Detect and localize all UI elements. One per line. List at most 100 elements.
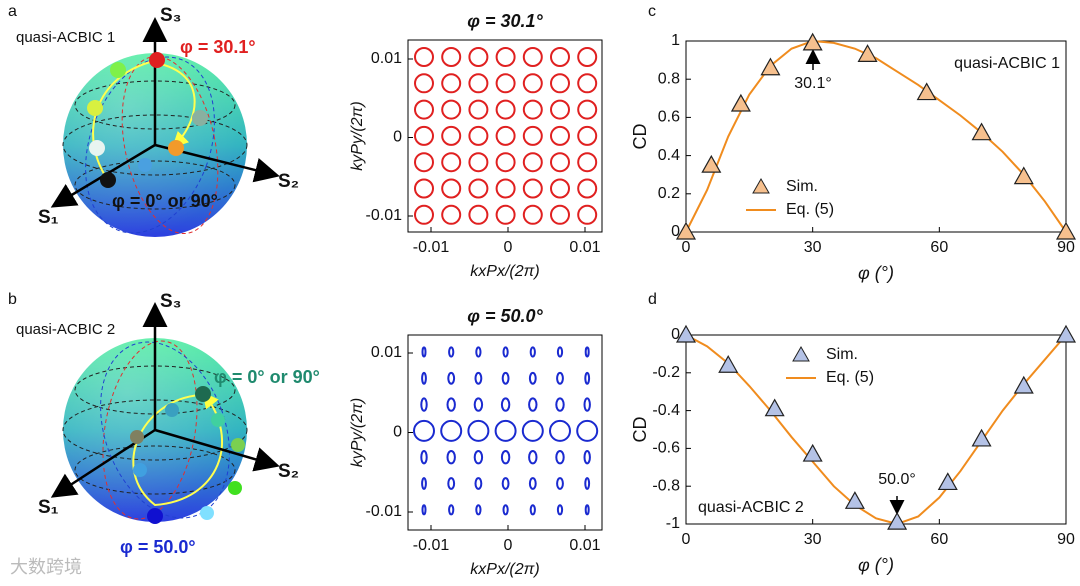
sim-point — [916, 82, 937, 101]
polarization-ellipse — [522, 152, 543, 173]
polarization-ellipse — [414, 99, 434, 120]
polarization-ellipse — [584, 346, 590, 358]
sim-point — [844, 491, 865, 509]
x-tick-label: 0 — [682, 239, 691, 256]
curve — [685, 39, 1067, 233]
polarization-ellipse — [522, 178, 543, 199]
x-tick-label: 0 — [504, 239, 513, 256]
polarization-ellipse — [446, 450, 456, 465]
sphere-title: quasi-ACBIC 2 — [16, 321, 115, 338]
x-tick-label: 0.01 — [569, 239, 600, 256]
legend-label: Sim. — [826, 346, 858, 363]
sim-point — [1055, 324, 1077, 343]
sphere-label: φ = 0° or 90° — [112, 191, 218, 211]
polarization-ellipse — [550, 152, 570, 173]
polarization-ellipse — [441, 73, 462, 94]
y-tick-label: -1 — [666, 515, 680, 532]
legend-marker — [792, 345, 810, 362]
polarization-ellipse — [414, 125, 434, 146]
polarization-ellipse — [521, 419, 544, 442]
axis-label: S₂ — [278, 171, 299, 192]
sim-point — [971, 122, 992, 141]
y-tick-label: 0.8 — [658, 70, 680, 87]
y-axis-label: CD — [630, 124, 650, 150]
polarization-ellipse — [529, 504, 536, 516]
axis-label: S₃ — [160, 5, 181, 26]
polarization-ellipse — [583, 397, 591, 412]
x-tick-label: -0.01 — [413, 239, 450, 256]
polarization-ellipse — [446, 397, 456, 412]
panel-letter: c — [648, 3, 656, 20]
polarization-ellipse — [550, 204, 570, 225]
annotation: quasi-ACBIC 2 — [698, 499, 804, 516]
x-tick-label: 0 — [682, 531, 691, 548]
polarization-ellipse — [556, 504, 564, 516]
polarization-ellipse — [502, 346, 509, 358]
polarization-ellipse — [467, 419, 490, 442]
polarization-ellipse — [468, 73, 489, 94]
polarization-ellipse — [441, 204, 462, 225]
x-tick-label: 0.01 — [569, 537, 600, 554]
polarization-ellipse — [441, 47, 462, 67]
polarization-ellipse — [522, 73, 543, 94]
y-tick-label: -0.01 — [366, 207, 403, 224]
legend-label: Sim. — [786, 178, 818, 195]
sim-point — [971, 428, 992, 447]
polarization-ellipse — [475, 346, 482, 358]
polarization-ellipse — [441, 99, 462, 120]
axis-label: S₃ — [160, 291, 181, 312]
polarization-ellipse — [556, 371, 564, 385]
polarization-ellipse — [528, 397, 538, 412]
annotation: quasi-ACBIC 1 — [954, 55, 1060, 72]
polarization-ellipse — [441, 178, 462, 199]
polarization-ellipse — [522, 125, 543, 146]
polarization-ellipse — [448, 346, 455, 358]
polarization-ellipse — [522, 204, 543, 225]
y-tick-label: -0.8 — [652, 477, 680, 494]
polarization-ellipse — [495, 152, 516, 173]
panel-letter: d — [648, 291, 657, 308]
polarization-ellipse — [468, 47, 489, 67]
sim-point — [887, 511, 908, 530]
x-axis-label: kxPx/(2π) — [470, 263, 539, 280]
polarization-ellipse — [583, 450, 591, 465]
polarization-ellipse — [584, 504, 590, 516]
polarization-ellipse — [495, 47, 516, 67]
y-tick-label: 0 — [671, 326, 680, 343]
polarization-ellipse — [440, 419, 463, 442]
polarization-ellipse — [528, 477, 537, 490]
polarization-ellipse — [550, 47, 570, 67]
polarization-ellipse — [550, 99, 570, 120]
polarization-ellipse — [555, 397, 565, 412]
polarization-ellipse — [577, 47, 598, 67]
x-tick-label: -0.01 — [413, 537, 450, 554]
polarization-ellipse — [414, 73, 434, 94]
polarization-ellipse — [577, 152, 598, 173]
polarization-ellipse — [474, 371, 483, 385]
axis-label: S₁ — [38, 207, 59, 228]
sphere-a — [50, 17, 280, 237]
sim-point — [760, 57, 781, 76]
x-tick-label: 90 — [1057, 531, 1075, 548]
polarization-ellipse — [468, 152, 489, 173]
x-tick-label: 60 — [930, 531, 948, 548]
x-tick-label: 30 — [804, 531, 822, 548]
polarization-ellipse — [577, 178, 598, 199]
x-axis-label: kxPx/(2π) — [470, 561, 539, 578]
sim-point — [857, 44, 878, 62]
sim-point — [675, 324, 697, 343]
polarization-ellipse — [501, 371, 510, 385]
sim-point — [937, 472, 958, 491]
polarization-ellipse — [584, 477, 591, 490]
polarization-ellipse — [414, 47, 434, 67]
map-title: φ = 30.1° — [467, 11, 543, 31]
axis-label: S₁ — [38, 497, 59, 518]
polarization-ellipse — [584, 371, 591, 385]
y-tick-label: -0.2 — [652, 364, 680, 381]
polarization-ellipse — [473, 397, 484, 412]
polarization-ellipse — [576, 419, 599, 442]
sim-point — [802, 32, 823, 51]
y-tick-label: -0.01 — [366, 503, 403, 520]
y-tick-label: 1 — [671, 32, 680, 49]
polarization-ellipse — [468, 178, 489, 199]
